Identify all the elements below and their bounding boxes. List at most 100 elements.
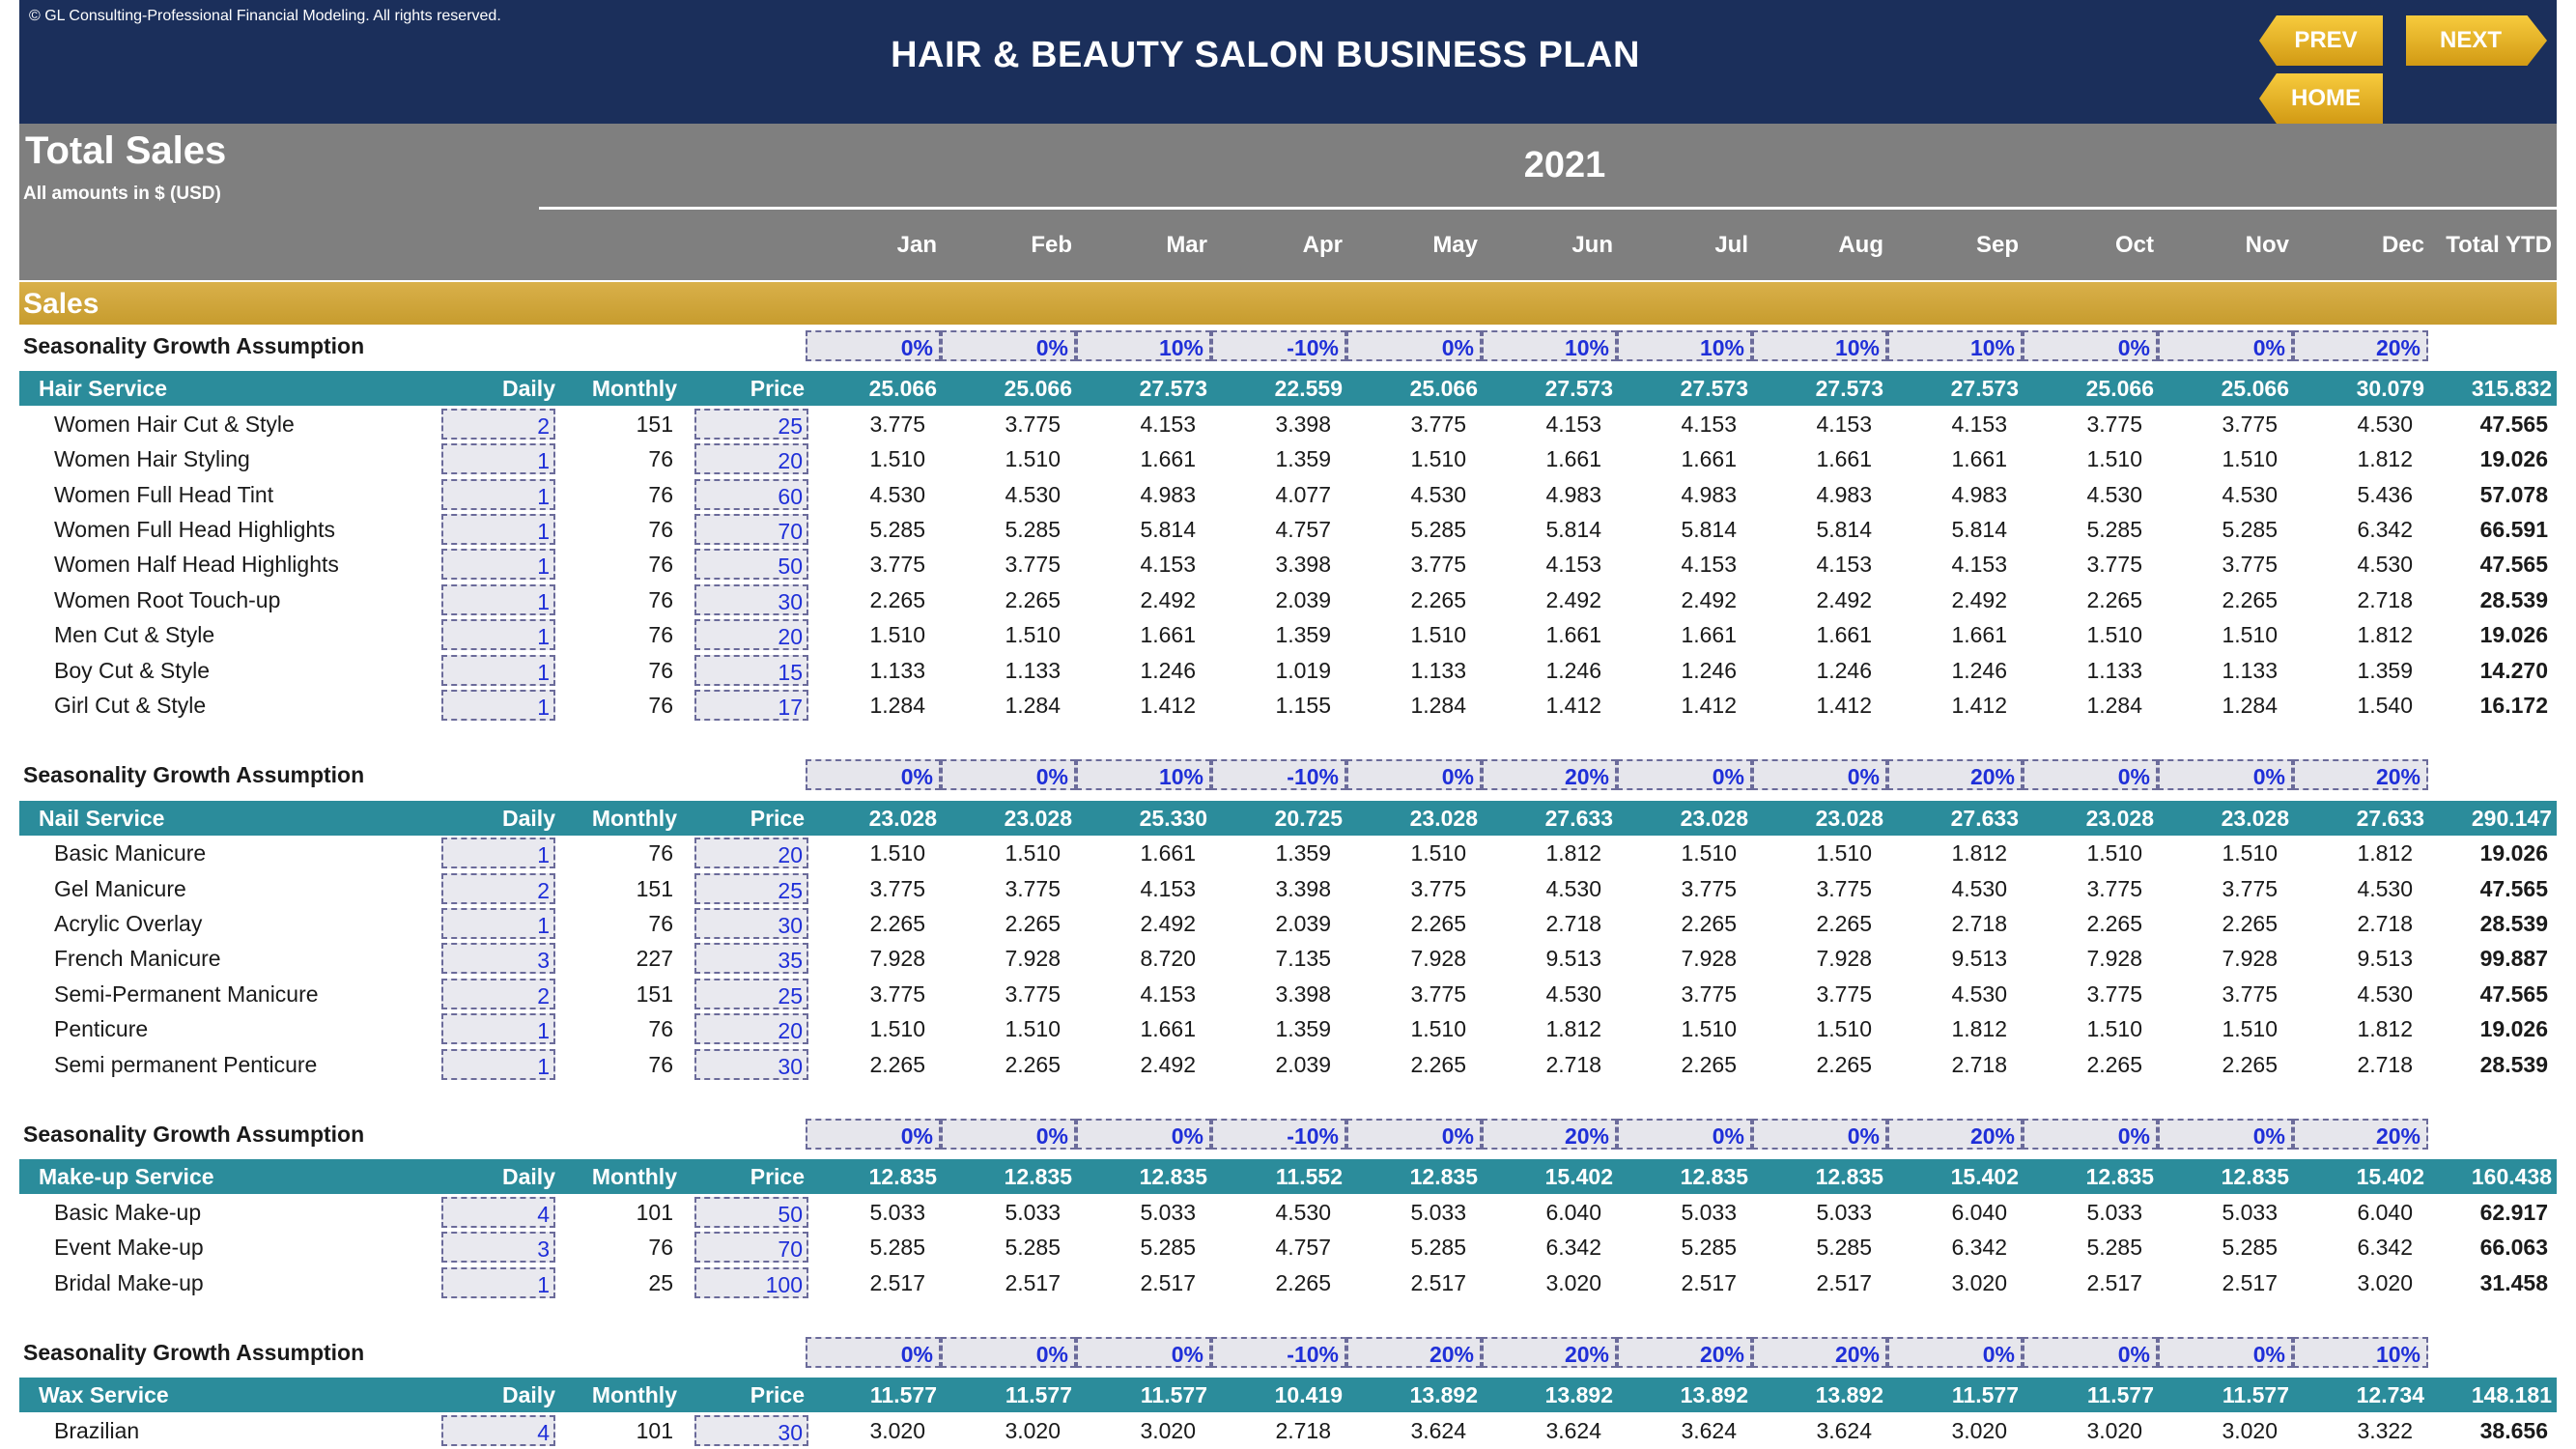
seasonality-input[interactable]: 10% [1482, 330, 1617, 361]
daily-input[interactable]: 1 [441, 583, 555, 615]
seasonality-input[interactable]: 0% [2023, 1119, 2158, 1150]
price-input[interactable]: 20 [694, 443, 808, 475]
seasonality-input[interactable]: 0% [1346, 1119, 1482, 1150]
seasonality-input[interactable]: 0% [1346, 330, 1482, 361]
daily-input[interactable]: 1 [441, 443, 555, 475]
seasonality-input[interactable]: 20% [1482, 759, 1617, 791]
seasonality-input[interactable]: 0% [941, 330, 1076, 361]
seasonality-input[interactable]: 0% [1617, 759, 1752, 791]
daily-input[interactable]: 1 [441, 1266, 555, 1298]
daily-input[interactable]: 2 [441, 872, 555, 904]
price-input[interactable]: 30 [694, 1048, 808, 1080]
daily-input[interactable]: 1 [441, 619, 555, 651]
seasonality-input[interactable]: 0% [806, 1337, 941, 1368]
daily-input[interactable]: 1 [441, 838, 555, 869]
daily-input[interactable]: 2 [441, 978, 555, 1009]
monthly-sales-value: 1.359 [1275, 446, 1331, 472]
seasonality-input[interactable]: -10% [1211, 330, 1346, 361]
seasonality-input[interactable]: 0% [941, 1337, 1076, 1368]
seasonality-input[interactable]: 0% [941, 1119, 1076, 1150]
daily-input[interactable]: 1 [441, 908, 555, 939]
seasonality-input[interactable]: 20% [1752, 1337, 1887, 1368]
seasonality-input[interactable]: 0% [2158, 759, 2293, 791]
daily-input[interactable]: 4 [441, 1414, 555, 1446]
monthly-sales-value: 5.285 [1005, 1235, 1061, 1261]
seasonality-input[interactable]: 0% [1752, 759, 1887, 791]
seasonality-input[interactable]: 20% [1482, 1119, 1617, 1150]
price-input[interactable]: 30 [694, 908, 808, 939]
seasonality-input[interactable]: -10% [1211, 759, 1346, 791]
price-input[interactable]: 17 [694, 690, 808, 721]
seasonality-input[interactable]: 0% [2023, 1337, 2158, 1368]
seasonality-input[interactable]: 20% [2293, 1119, 2428, 1150]
price-input[interactable]: 20 [694, 619, 808, 651]
seasonality-input[interactable]: 0% [2158, 1119, 2293, 1150]
seasonality-input[interactable]: 0% [2158, 330, 2293, 361]
seasonality-input[interactable]: 0% [2023, 330, 2158, 361]
service-total: 25.066 [2085, 376, 2154, 402]
seasonality-input[interactable]: -10% [1211, 1119, 1346, 1150]
price-input[interactable]: 25 [694, 872, 808, 904]
price-input[interactable]: 25 [694, 978, 808, 1009]
seasonality-input[interactable]: 10% [2293, 1337, 2428, 1368]
prev-button[interactable]: PREV [2259, 15, 2383, 66]
seasonality-input[interactable]: 0% [941, 759, 1076, 791]
seasonality-input[interactable]: 0% [806, 330, 941, 361]
daily-input[interactable]: 2 [441, 408, 555, 440]
seasonality-input[interactable]: 10% [1752, 330, 1887, 361]
daily-input[interactable]: 1 [441, 1048, 555, 1080]
daily-input[interactable]: 1 [441, 690, 555, 721]
monthly-sales-value: 1.510 [1005, 622, 1061, 648]
top-banner: © GL Consulting-Professional Financial M… [19, 0, 2557, 124]
daily-input[interactable]: 1 [441, 478, 555, 510]
seasonality-input[interactable]: 20% [2293, 759, 2428, 791]
seasonality-input[interactable]: 0% [1617, 1119, 1752, 1150]
seasonality-input[interactable]: 0% [1076, 1337, 1211, 1368]
daily-input[interactable]: 3 [441, 943, 555, 975]
seasonality-input[interactable]: 10% [1076, 759, 1211, 791]
seasonality-input[interactable]: 0% [1076, 1119, 1211, 1150]
price-input[interactable]: 15 [694, 654, 808, 686]
month-header-jul: Jul [1714, 232, 1748, 258]
seasonality-input[interactable]: 0% [806, 759, 941, 791]
seasonality-input[interactable]: 20% [1346, 1337, 1482, 1368]
price-input[interactable]: 30 [694, 583, 808, 615]
price-input[interactable]: 25 [694, 408, 808, 440]
price-input[interactable]: 70 [694, 514, 808, 545]
monthly-sales-value: 2.517 [1681, 1269, 1737, 1295]
seasonality-input[interactable]: 0% [2023, 759, 2158, 791]
daily-input[interactable]: 1 [441, 514, 555, 545]
daily-input[interactable]: 1 [441, 549, 555, 581]
price-input[interactable]: 60 [694, 478, 808, 510]
price-input[interactable]: 30 [694, 1414, 808, 1446]
price-input[interactable]: 100 [694, 1266, 808, 1298]
seasonality-input[interactable]: 20% [1482, 1337, 1617, 1368]
seasonality-input[interactable]: -10% [1211, 1337, 1346, 1368]
next-button[interactable]: NEXT [2406, 15, 2547, 66]
daily-input[interactable]: 3 [441, 1232, 555, 1264]
price-input[interactable]: 70 [694, 1232, 808, 1264]
seasonality-input[interactable]: 10% [1617, 330, 1752, 361]
price-input[interactable]: 50 [694, 549, 808, 581]
daily-input[interactable]: 1 [441, 1013, 555, 1045]
seasonality-input[interactable]: 20% [1887, 759, 2023, 791]
seasonality-input[interactable]: 0% [2158, 1337, 2293, 1368]
daily-input[interactable]: 4 [441, 1196, 555, 1228]
seasonality-input[interactable]: 0% [1752, 1119, 1887, 1150]
home-button[interactable]: HOME [2259, 73, 2383, 124]
price-input[interactable]: 50 [694, 1196, 808, 1228]
service-total: 23.028 [2221, 805, 2289, 831]
seasonality-input[interactable]: 10% [1887, 330, 2023, 361]
seasonality-input[interactable]: 10% [1076, 330, 1211, 361]
daily-input[interactable]: 1 [441, 654, 555, 686]
service-total: 12.835 [1680, 1164, 1748, 1190]
seasonality-input[interactable]: 20% [1887, 1119, 2023, 1150]
seasonality-input[interactable]: 20% [2293, 330, 2428, 361]
seasonality-input[interactable]: 0% [1887, 1337, 2023, 1368]
price-input[interactable]: 20 [694, 838, 808, 869]
seasonality-input[interactable]: 0% [806, 1119, 941, 1150]
seasonality-input[interactable]: 0% [1346, 759, 1482, 791]
price-input[interactable]: 35 [694, 943, 808, 975]
seasonality-input[interactable]: 20% [1617, 1337, 1752, 1368]
price-input[interactable]: 20 [694, 1013, 808, 1045]
